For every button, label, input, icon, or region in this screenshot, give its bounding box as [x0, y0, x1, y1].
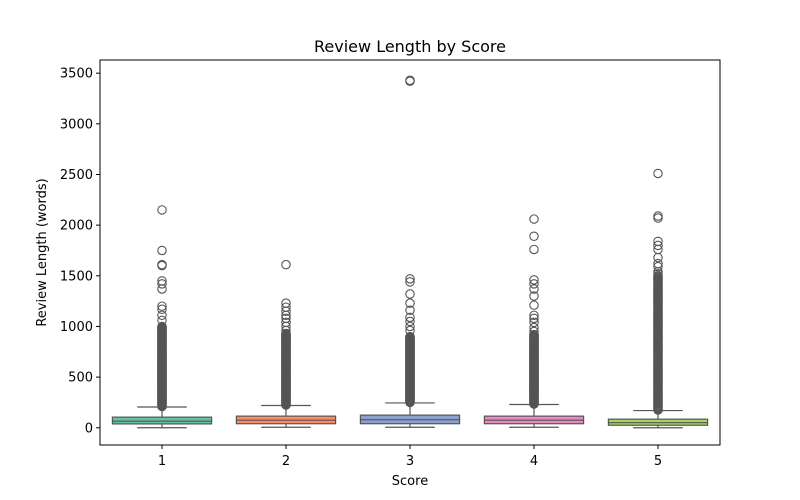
x-tick-label: 2: [282, 454, 290, 469]
outlier-point: [157, 205, 167, 215]
outlier-point: [157, 310, 167, 321]
outlier-point: [405, 298, 415, 308]
outlier-point: [405, 277, 415, 287]
box-group-3: [359, 75, 461, 428]
y-tick-label: 1500: [60, 269, 93, 284]
outlier-point: [281, 298, 291, 308]
outlier-point: [653, 258, 663, 269]
outlier-point: [529, 291, 539, 301]
outlier-point: [529, 279, 539, 289]
x-axis-label: Score: [392, 474, 428, 489]
x-tick-label: 3: [406, 454, 414, 469]
outlier-point: [529, 322, 539, 333]
outlier-point: [653, 168, 663, 179]
outlier-point: [405, 289, 415, 299]
outlier-point: [405, 331, 415, 342]
chart-title: Review Length by Score: [314, 37, 506, 56]
box-group-2: [235, 259, 337, 428]
outlier-point: [157, 245, 167, 256]
outlier-point: [529, 329, 539, 340]
y-tick-label: 3000: [60, 117, 93, 132]
outlier-point: [653, 211, 663, 221]
outlier-point: [529, 326, 539, 337]
outlier-point: [281, 313, 291, 324]
y-tick-label: 500: [68, 371, 93, 386]
outlier-point: [157, 315, 167, 326]
outlier-point: [529, 300, 539, 310]
outlier-point: [529, 284, 539, 294]
outlier-point: [653, 261, 663, 272]
outlier-point: [157, 304, 167, 314]
outlier-point: [529, 313, 539, 324]
outlier-point: [281, 317, 291, 328]
outlier-point: [281, 302, 291, 312]
outlier-point: [529, 214, 539, 224]
axes-group: 0 500 1000 1500 2000 2500 3000 3500 1 2 3 4 5: [60, 67, 662, 469]
outlier-point: [529, 231, 539, 242]
outlier-point: [529, 244, 539, 255]
box-group-4: [483, 214, 585, 428]
outlier-point: [529, 310, 539, 321]
outlier-point: [405, 75, 415, 86]
iqr-box: [111, 416, 213, 425]
outlier-point: [281, 328, 291, 339]
y-tick-label: 1000: [60, 320, 93, 335]
outlier-point: [529, 275, 539, 285]
outlier-point: [157, 321, 167, 332]
outlier-point: [157, 276, 167, 286]
outlier-point: [157, 279, 167, 289]
outlier-point: [653, 240, 663, 251]
outlier-point: [281, 259, 291, 270]
y-axis-label: Review Length (words): [35, 178, 50, 326]
x-tick-label: 5: [654, 454, 662, 469]
plot-elements: [111, 75, 709, 429]
outlier-point: [405, 274, 415, 284]
y-tick-label: 3500: [60, 67, 93, 82]
x-tick-label: 4: [530, 454, 538, 469]
outlier-point: [405, 321, 415, 332]
x-tick-label: 1: [158, 454, 166, 469]
y-tick-label: 2500: [60, 168, 93, 183]
outlier-point: [405, 312, 415, 323]
outlier-point: [529, 317, 539, 328]
outlier-point: [157, 259, 167, 270]
outlier-point: [653, 236, 663, 247]
y-tick-label: 0: [85, 421, 93, 436]
y-tick-label: 2000: [60, 219, 93, 234]
outlier-point: [405, 305, 415, 315]
outlier-point: [405, 325, 415, 336]
box-group-1: [111, 205, 213, 429]
outlier-point: [157, 301, 167, 311]
box-group-5: [607, 168, 709, 429]
outlier-point: [405, 316, 415, 327]
